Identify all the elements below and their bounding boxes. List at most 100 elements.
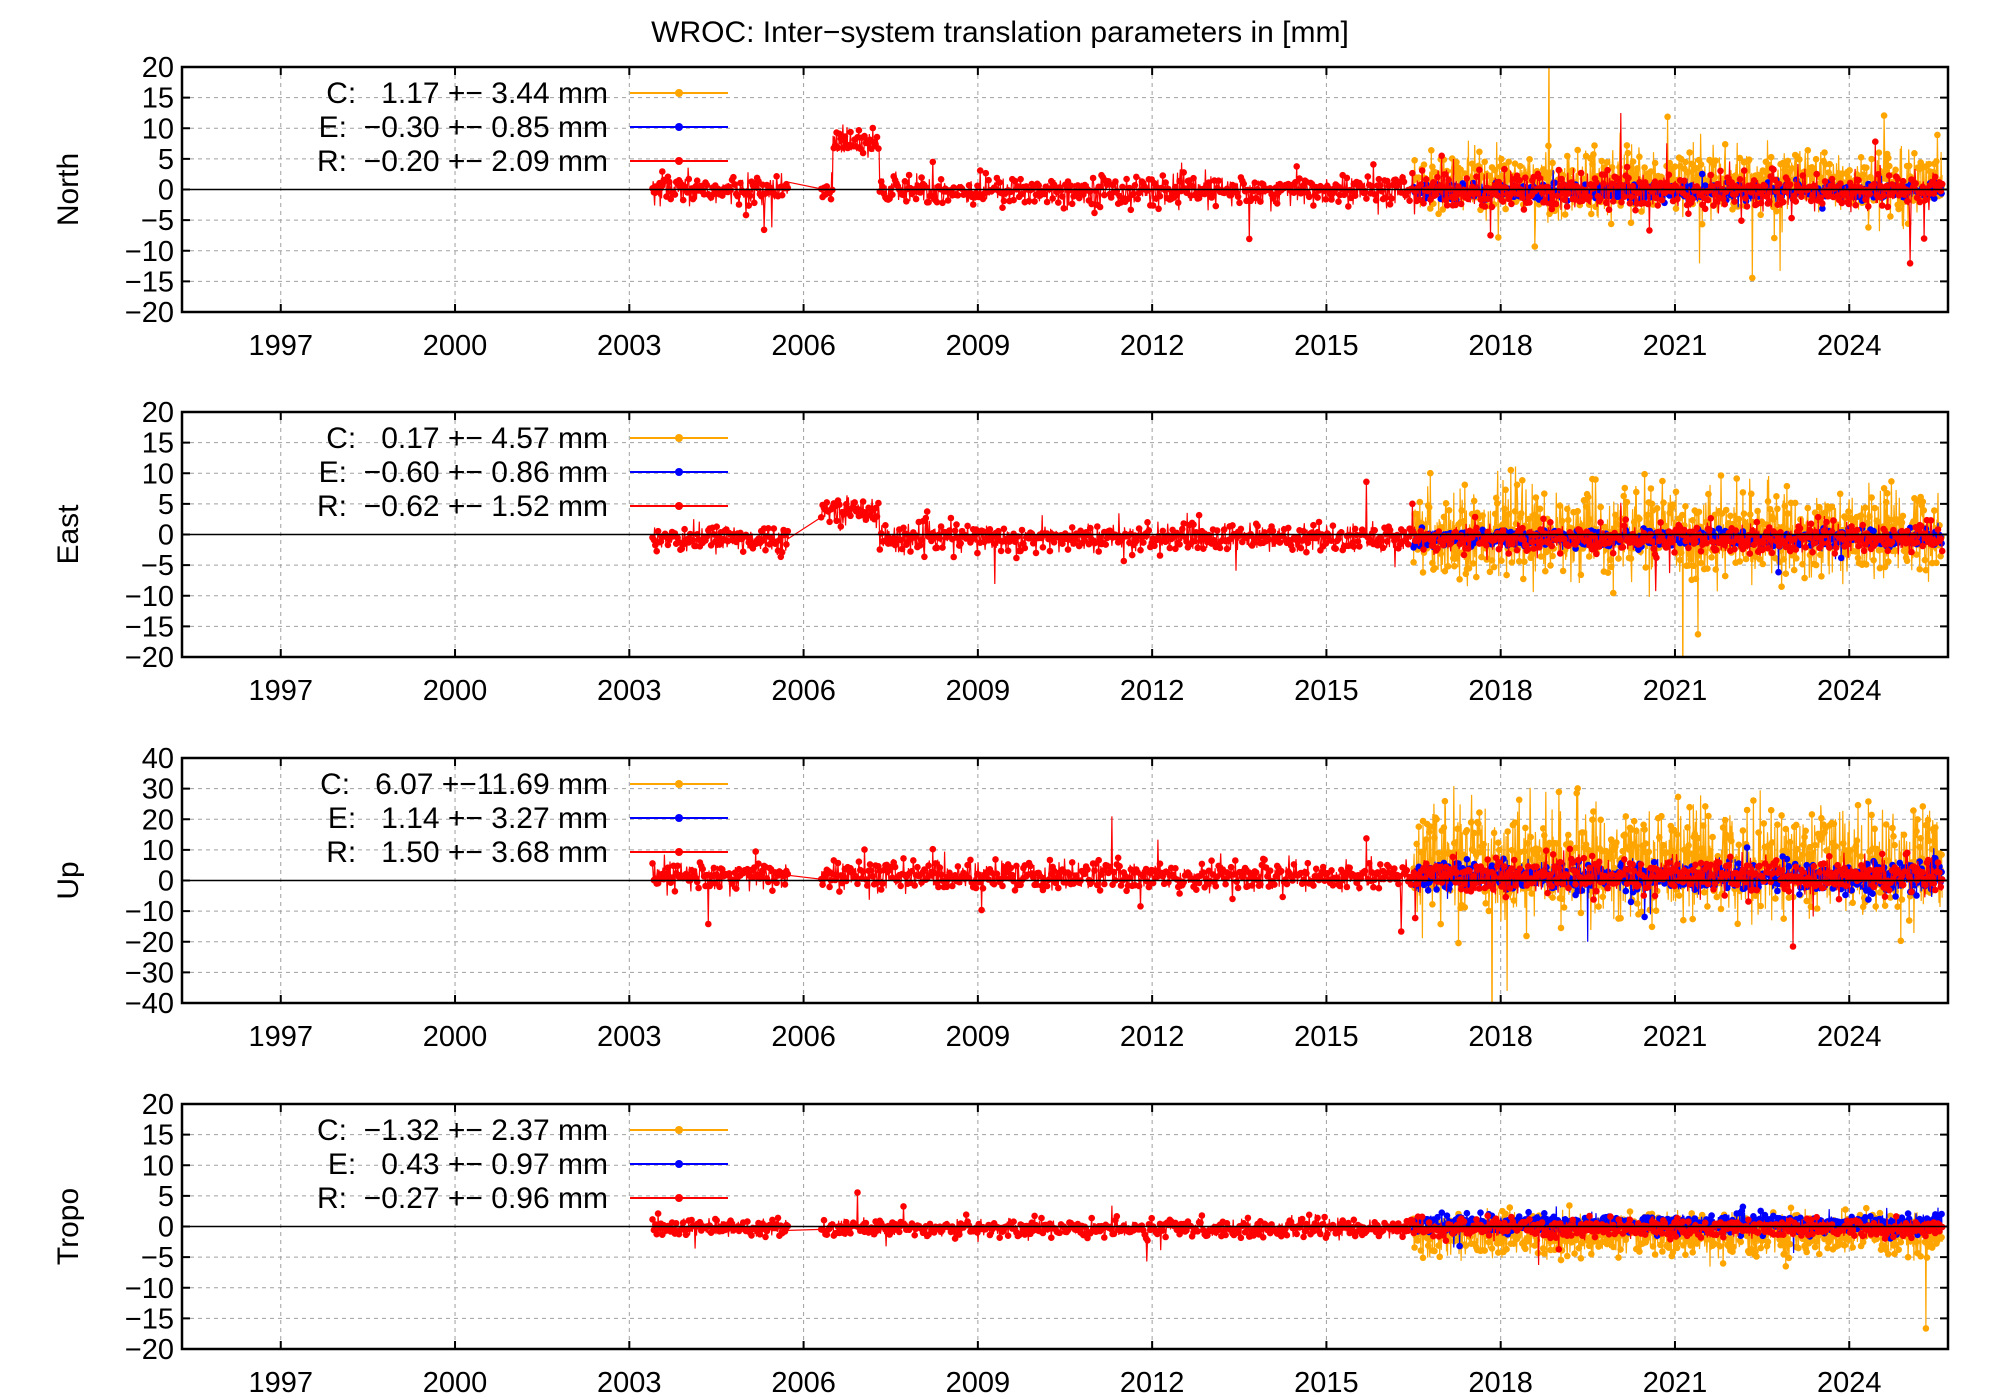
data-point (1724, 537, 1731, 545)
y-tick-label: 15 (142, 83, 174, 115)
data-point (1519, 194, 1526, 201)
data-point (1910, 807, 1917, 814)
data-point (1731, 545, 1738, 553)
data-point (1919, 498, 1927, 506)
data-point (1558, 175, 1565, 183)
data-point (1846, 856, 1853, 863)
data-point (1420, 200, 1427, 207)
data-point (1386, 526, 1394, 534)
data-point (1413, 510, 1420, 518)
data-point (1747, 511, 1754, 518)
data-point (1382, 194, 1390, 201)
data-point (939, 544, 946, 551)
data-point (1880, 192, 1887, 199)
data-point (1554, 192, 1561, 200)
data-point (1486, 568, 1494, 576)
data-point (1799, 560, 1806, 568)
data-point (1511, 819, 1519, 826)
data-point (1441, 797, 1449, 805)
data-point (1592, 476, 1599, 483)
data-point (1886, 516, 1893, 524)
data-point (1537, 526, 1544, 533)
data-point (1816, 503, 1823, 511)
y-tick-label: 5 (158, 489, 174, 521)
data-point (1547, 519, 1554, 526)
data-point (1032, 549, 1040, 557)
data-point (1914, 816, 1921, 823)
data-point (1415, 823, 1423, 830)
data-point (1870, 181, 1878, 188)
data-point (1191, 537, 1199, 545)
data-point (1427, 205, 1434, 212)
data-point (1119, 183, 1126, 191)
data-point (1345, 203, 1352, 210)
data-point (1096, 203, 1104, 211)
data-point (995, 527, 1002, 535)
data-point (1708, 554, 1715, 561)
data-point (1211, 537, 1218, 544)
data-point (1871, 504, 1878, 512)
data-point (1882, 498, 1890, 506)
data-point (1633, 827, 1640, 835)
data-point (1647, 485, 1655, 492)
data-point (1547, 562, 1554, 569)
data-point (1885, 172, 1893, 179)
data-point (1619, 543, 1627, 551)
data-point (1473, 524, 1480, 532)
data-point (1603, 159, 1611, 166)
data-point (1587, 516, 1594, 523)
data-point (1595, 543, 1603, 550)
data-point (1780, 915, 1787, 922)
data-point (1055, 199, 1062, 206)
data-point (1372, 197, 1380, 204)
x-tick-label: 2012 (1120, 330, 1185, 362)
data-point (877, 178, 885, 185)
legend-entry-e: E: −0.30 +− 0.85 mm (319, 111, 608, 144)
data-point (1179, 525, 1186, 533)
data-point (1536, 174, 1543, 182)
data-point (1697, 559, 1705, 567)
data-point (1050, 539, 1058, 546)
data-point (1863, 164, 1870, 171)
data-point (1180, 169, 1187, 176)
data-point (776, 536, 783, 544)
data-point (1413, 840, 1420, 848)
data-point (1619, 182, 1627, 189)
data-point (1552, 200, 1560, 208)
data-point (1868, 494, 1875, 501)
data-point (951, 527, 959, 534)
data-point (1824, 193, 1832, 200)
data-point (1693, 524, 1701, 532)
data-point (689, 536, 697, 544)
data-point (1913, 551, 1920, 558)
data-point (1919, 542, 1926, 550)
data-point (1809, 548, 1816, 556)
data-point (1767, 536, 1774, 543)
data-point (1439, 183, 1447, 191)
data-point (1443, 202, 1451, 209)
data-point (1697, 161, 1705, 168)
data-point (1687, 556, 1694, 563)
data-point (882, 522, 889, 529)
data-point (1615, 555, 1622, 562)
data-point (1826, 544, 1833, 551)
data-point (1456, 576, 1463, 583)
data-point (1821, 178, 1829, 185)
data-point (1882, 821, 1890, 828)
y-tick-label: −10 (125, 581, 174, 613)
data-point (1285, 524, 1292, 532)
data-point (1775, 542, 1783, 550)
data-point (1451, 562, 1458, 570)
data-point (1771, 176, 1779, 184)
data-point (1538, 189, 1546, 196)
data-point (1889, 824, 1896, 832)
data-point (1887, 213, 1894, 220)
data-point (1474, 190, 1482, 197)
data-point (1388, 195, 1395, 202)
data-point (1457, 200, 1465, 208)
data-point (1660, 499, 1667, 507)
data-point (1796, 541, 1803, 549)
data-point (1502, 486, 1509, 494)
y-tick-label: −20 (125, 642, 174, 674)
data-point (1588, 210, 1595, 218)
